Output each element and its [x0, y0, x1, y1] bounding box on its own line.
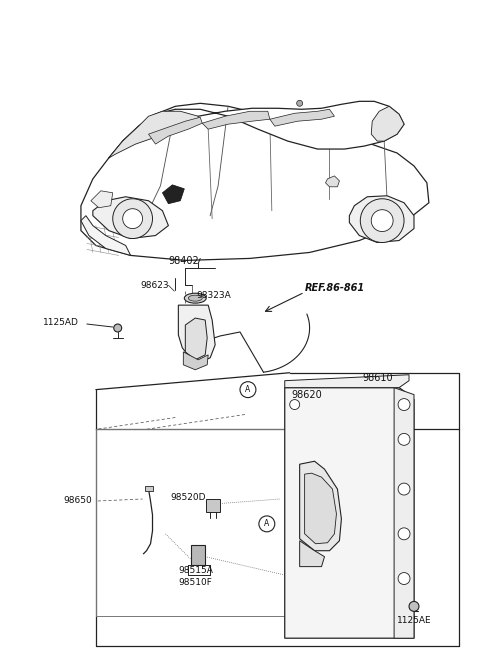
Circle shape	[398, 573, 410, 585]
Circle shape	[290, 399, 300, 409]
Text: REF.86-861: REF.86-861	[305, 283, 365, 293]
Polygon shape	[270, 109, 335, 126]
Circle shape	[114, 324, 122, 332]
Polygon shape	[144, 486, 153, 491]
Circle shape	[360, 199, 404, 242]
Polygon shape	[185, 318, 207, 360]
Polygon shape	[285, 374, 409, 388]
Polygon shape	[394, 388, 414, 638]
Polygon shape	[109, 111, 198, 158]
Circle shape	[240, 382, 256, 397]
Text: 98650: 98650	[63, 497, 92, 505]
Polygon shape	[305, 473, 336, 544]
Text: 98323A: 98323A	[196, 290, 231, 300]
Text: 98623: 98623	[141, 281, 169, 290]
Circle shape	[123, 209, 143, 229]
Polygon shape	[371, 106, 404, 141]
Circle shape	[398, 434, 410, 445]
Polygon shape	[93, 196, 168, 238]
Text: 98610: 98610	[362, 373, 393, 383]
Text: 98620: 98620	[292, 390, 323, 399]
Circle shape	[297, 101, 302, 106]
Text: A: A	[245, 385, 251, 394]
Polygon shape	[192, 545, 205, 564]
Polygon shape	[325, 176, 339, 187]
Polygon shape	[206, 499, 220, 512]
Ellipse shape	[184, 293, 206, 303]
Circle shape	[409, 601, 419, 612]
Ellipse shape	[188, 295, 202, 301]
Polygon shape	[300, 541, 324, 566]
Circle shape	[371, 210, 393, 231]
Polygon shape	[81, 103, 429, 260]
Circle shape	[398, 483, 410, 495]
Text: 1125AD: 1125AD	[43, 317, 79, 327]
Polygon shape	[202, 111, 270, 129]
Circle shape	[259, 516, 275, 532]
Text: 98402: 98402	[168, 256, 199, 266]
Polygon shape	[81, 215, 131, 256]
Text: 98510F: 98510F	[179, 578, 212, 587]
Polygon shape	[162, 185, 184, 204]
Text: 1125AE: 1125AE	[397, 616, 432, 625]
Polygon shape	[123, 101, 404, 149]
Polygon shape	[183, 352, 208, 370]
Text: 98520D: 98520D	[170, 493, 206, 501]
Circle shape	[113, 199, 153, 238]
Circle shape	[398, 528, 410, 540]
Polygon shape	[285, 388, 414, 638]
Polygon shape	[179, 305, 215, 362]
Polygon shape	[148, 117, 202, 144]
Text: A: A	[264, 520, 269, 528]
Text: 98515A: 98515A	[179, 566, 213, 575]
Polygon shape	[300, 461, 341, 551]
Circle shape	[398, 399, 410, 411]
Polygon shape	[91, 191, 113, 208]
Polygon shape	[349, 196, 414, 242]
